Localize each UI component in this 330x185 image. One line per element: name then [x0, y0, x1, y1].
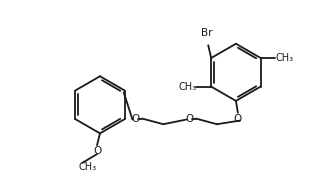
Text: CH₃: CH₃ [276, 53, 294, 63]
Text: CH₃: CH₃ [78, 162, 96, 172]
Text: O: O [234, 114, 242, 124]
Text: O: O [131, 114, 140, 124]
Text: O: O [185, 114, 193, 124]
Text: Br: Br [202, 28, 213, 38]
Text: CH₃: CH₃ [178, 82, 196, 92]
Text: O: O [93, 146, 101, 156]
